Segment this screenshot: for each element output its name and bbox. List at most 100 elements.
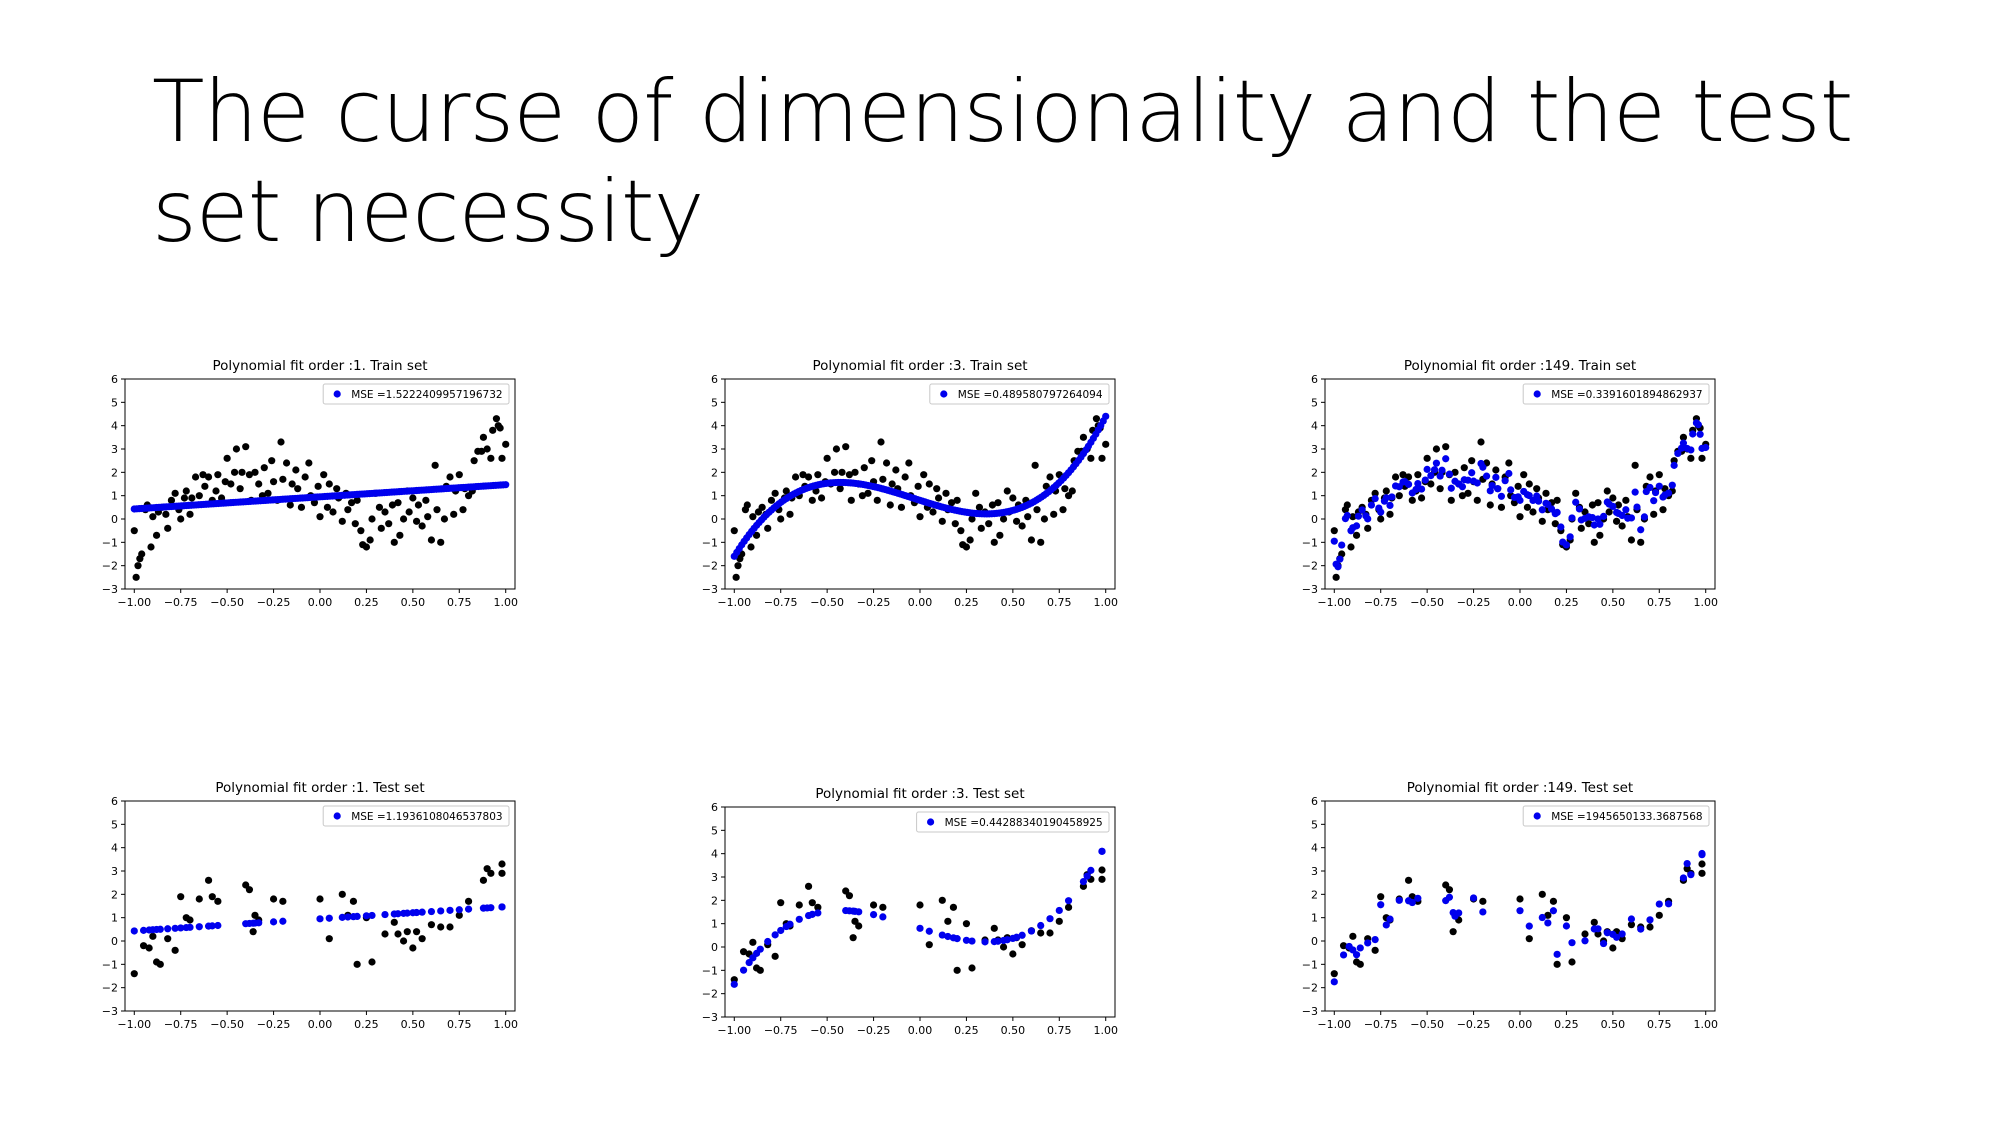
- data-point: [316, 513, 324, 521]
- fit-point: [1568, 939, 1576, 947]
- data-point: [264, 489, 272, 497]
- fit-point: [756, 945, 764, 953]
- fit-point: [1352, 522, 1361, 530]
- fit-point: [1581, 937, 1589, 945]
- fit-point: [1079, 878, 1088, 886]
- data-point: [771, 489, 779, 497]
- data-point: [1510, 499, 1519, 507]
- fit-point: [1442, 455, 1450, 463]
- fit-point: [1414, 479, 1422, 488]
- data-point: [477, 447, 486, 455]
- chart-test-order-3: Polynomial fit order :3. Test set −3 −2 −1 0…: [702, 786, 1118, 1037]
- fit-point: [1572, 498, 1580, 506]
- fit-point: [1505, 469, 1513, 478]
- legend-box: [322, 383, 510, 405]
- y-tick-label: 3: [111, 865, 118, 878]
- data-point: [1614, 501, 1623, 509]
- fit-point: [1538, 913, 1546, 922]
- data-point: [162, 510, 170, 518]
- data-point: [1395, 492, 1403, 500]
- legend-marker: [1533, 812, 1541, 820]
- data-point: [938, 896, 946, 904]
- x-tick-label: −0.50: [810, 596, 844, 609]
- chart-train-order-1: Polynomial fit order :1. Train set −3 −2 −1…: [102, 358, 518, 609]
- fit-point: [1599, 939, 1608, 948]
- fit-point: [1679, 874, 1688, 882]
- y-tick-label: 4: [1311, 842, 1318, 855]
- data-point: [1551, 520, 1559, 528]
- data-point: [1330, 527, 1338, 535]
- fit-point: [1492, 473, 1500, 481]
- fit-point: [1534, 497, 1543, 505]
- x-tick-label: −0.50: [1410, 1018, 1444, 1031]
- fit-point: [1388, 493, 1396, 501]
- fit-point: [394, 910, 402, 918]
- data-point: [145, 944, 153, 952]
- data-point: [1514, 482, 1522, 490]
- fit-point: [1664, 489, 1673, 497]
- data-point: [1458, 492, 1467, 500]
- data-point: [288, 480, 296, 488]
- data-point: [953, 966, 961, 974]
- data-point: [1018, 522, 1026, 530]
- y-tick-label: −1: [1302, 536, 1318, 549]
- data-point: [905, 459, 913, 467]
- data-point: [838, 468, 846, 476]
- data-point: [394, 930, 402, 938]
- data-point: [325, 480, 333, 488]
- data-point: [901, 473, 909, 481]
- data-point: [424, 513, 432, 521]
- data-point: [830, 468, 839, 476]
- data-point: [1516, 895, 1524, 903]
- data-point: [1018, 941, 1026, 949]
- y-tick-label: −2: [702, 560, 718, 573]
- data-point: [1460, 464, 1468, 472]
- fit-point: [1430, 466, 1439, 474]
- data-point: [817, 494, 826, 502]
- data-point: [1050, 510, 1058, 518]
- data-point: [375, 503, 384, 511]
- fit-point: [195, 923, 203, 931]
- legend-label: MSE =0.44288340190458925: [945, 817, 1103, 829]
- data-point: [851, 468, 859, 476]
- x-tick-label: 0.50: [1001, 596, 1026, 609]
- data-point: [968, 515, 976, 523]
- data-point: [368, 958, 376, 966]
- fit-point: [1367, 501, 1376, 509]
- data-point: [777, 899, 785, 907]
- y-tick-label: 4: [111, 420, 118, 433]
- fit-point: [981, 938, 989, 946]
- data-point: [864, 489, 872, 497]
- data-point: [996, 531, 1004, 539]
- fit-point: [953, 935, 961, 943]
- fit-point: [362, 912, 371, 920]
- data-point: [357, 527, 365, 535]
- data-point: [195, 895, 203, 903]
- data-point: [269, 895, 278, 903]
- data-point: [739, 948, 748, 956]
- data-point: [749, 513, 757, 521]
- fit-point: [1562, 541, 1571, 549]
- fit-point: [777, 926, 785, 935]
- x-tick-label: −0.25: [857, 1024, 891, 1037]
- fit-point: [1698, 849, 1706, 858]
- y-tick-label: 2: [111, 888, 118, 901]
- x-tick-label: 1.00: [1693, 596, 1718, 609]
- fit-point: [1012, 933, 1021, 941]
- x-tick-label: −0.75: [764, 596, 798, 609]
- data-point: [747, 543, 755, 551]
- fit-point: [1696, 430, 1704, 438]
- chart-title: Polynomial fit order :3. Train set: [812, 358, 1027, 374]
- data-point: [842, 443, 850, 451]
- x-tick-label: 0.25: [1554, 596, 1579, 609]
- data-point: [1349, 932, 1357, 940]
- data-point: [1417, 494, 1426, 502]
- data-point: [758, 503, 766, 511]
- data-point: [139, 942, 148, 950]
- y-tick-label: 2: [111, 466, 118, 479]
- data-point: [1655, 911, 1663, 919]
- y-tick-label: 5: [711, 396, 718, 409]
- x-tick-label: −0.75: [1364, 1018, 1398, 1031]
- fit-point: [1679, 439, 1688, 447]
- data-point: [427, 536, 436, 544]
